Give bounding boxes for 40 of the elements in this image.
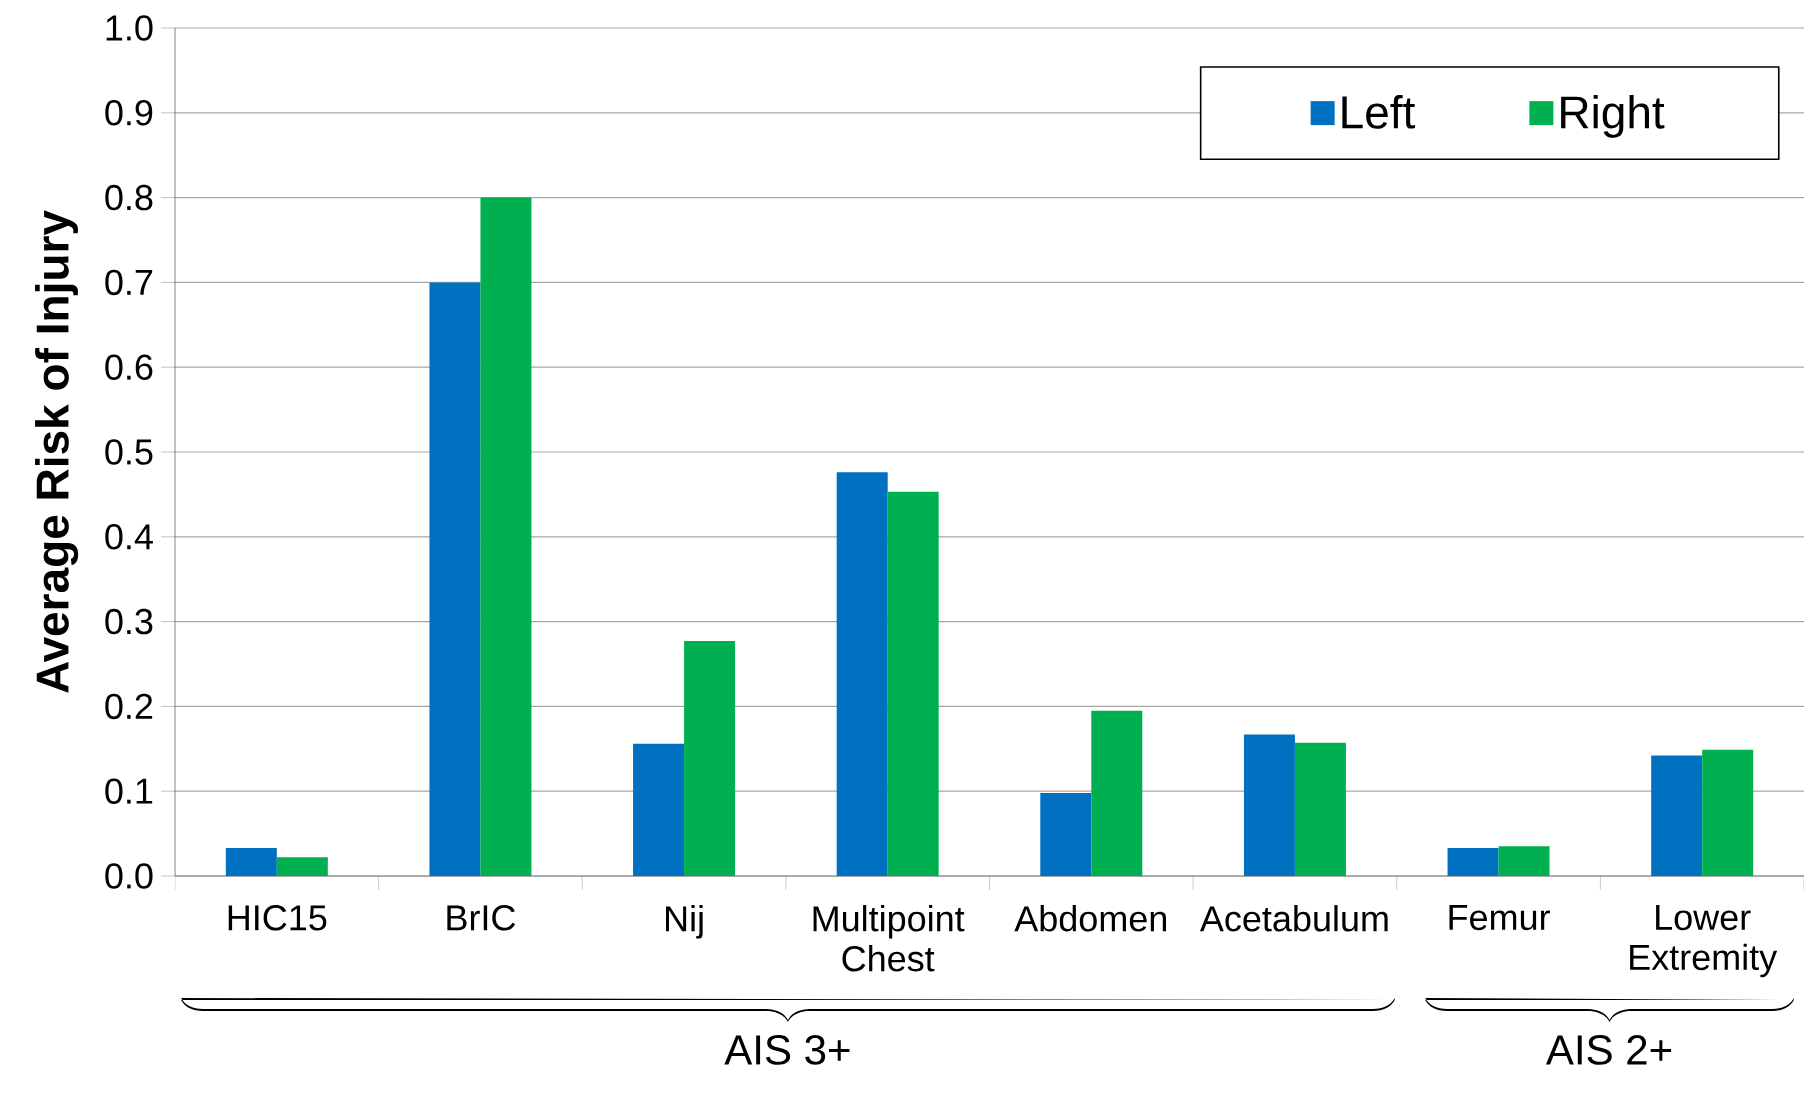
bar (684, 641, 736, 876)
text: AIS 3+ (724, 1035, 850, 1065)
bar (1040, 792, 1092, 876)
y-tick-label: 0.2 (105, 693, 153, 720)
bar (1651, 755, 1703, 876)
y-tick-label: 1.0 (106, 15, 153, 41)
y-tick-label: 0.7 (105, 269, 153, 296)
y-tick-label: 0.5 (105, 439, 153, 465)
y-tick-label: 0.1 (105, 778, 153, 804)
bar (887, 491, 939, 876)
bar (1498, 846, 1550, 876)
bar (1702, 749, 1754, 876)
x-tick-label: Femur (1449, 905, 1550, 931)
x-tick-label: Nij (666, 905, 703, 939)
y-tick-label: 0.3 (105, 608, 153, 635)
bar (1091, 710, 1143, 876)
bar (276, 857, 328, 876)
x-tick-label: Abdomen (1014, 905, 1167, 932)
bar (225, 848, 277, 876)
y-tick-label: 0.9 (105, 100, 153, 126)
text: AIS 2+ (1546, 1035, 1672, 1065)
y-tick-label: 0.0 (105, 863, 153, 889)
x-tick-label: Multipoint Chest (813, 905, 965, 972)
legend-label: Left (1342, 94, 1416, 129)
y-axis-title: Average Risk of Injury (35, 210, 79, 693)
x-tick-label: HIC15 (228, 905, 327, 931)
bar (633, 743, 685, 876)
x-tick-label: BrIC (447, 905, 516, 931)
y-tick-label: 0.8 (105, 184, 153, 211)
bar (1243, 734, 1295, 876)
y-tick-label: 0.4 (105, 524, 153, 550)
bar (480, 197, 532, 876)
bar (429, 282, 481, 876)
x-tick-label: Acetabulum (1199, 905, 1388, 932)
x-tick-label: Lower Extremity (1630, 905, 1778, 978)
y-tick-label: 0.6 (105, 354, 153, 380)
legend-label: Right (1561, 94, 1665, 138)
bar (836, 472, 888, 876)
bar (1294, 742, 1346, 876)
bar (1447, 848, 1499, 876)
